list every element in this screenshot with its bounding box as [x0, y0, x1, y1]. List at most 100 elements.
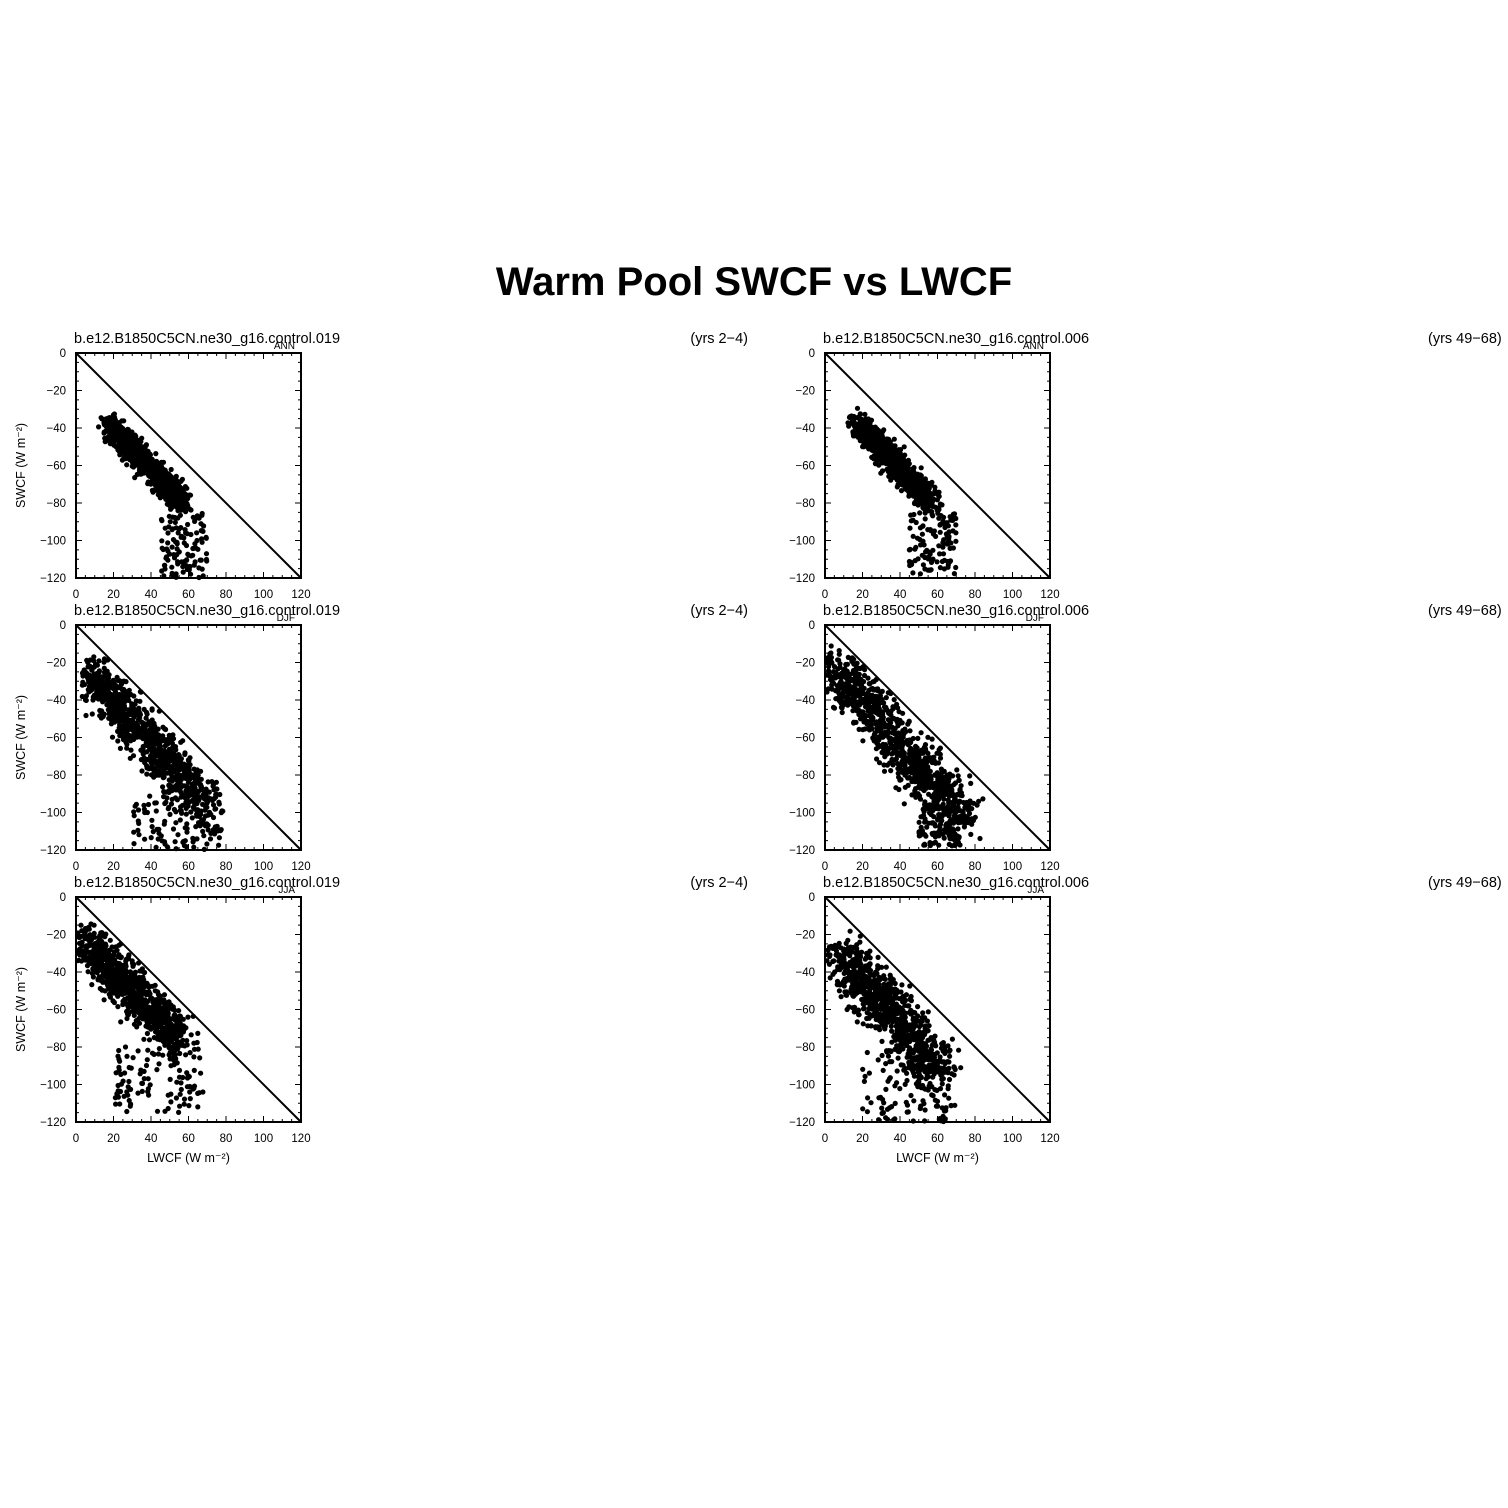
- data-point: [170, 744, 176, 750]
- data-point: [95, 671, 101, 677]
- data-point: [891, 748, 897, 754]
- data-point: [842, 684, 848, 691]
- data-point: [876, 437, 883, 443]
- data-point: [929, 511, 935, 517]
- data-point: [923, 833, 929, 839]
- data-point: [118, 717, 124, 724]
- data-point: [862, 715, 868, 721]
- data-point: [977, 835, 983, 842]
- data-point: [101, 420, 107, 426]
- data-point: [965, 806, 971, 812]
- y-tick-label: −40: [46, 967, 66, 979]
- data-point: [200, 573, 206, 579]
- data-point: [135, 450, 141, 456]
- data-point: [146, 737, 152, 743]
- data-point: [109, 734, 116, 740]
- data-point: [161, 839, 168, 845]
- data-point: [857, 665, 863, 672]
- data-point: [167, 474, 173, 480]
- data-point: [160, 733, 166, 739]
- data-point: [194, 813, 200, 819]
- data-point: [117, 745, 123, 752]
- data-point: [148, 835, 154, 841]
- data-point: [196, 565, 202, 571]
- data-point: [126, 438, 132, 444]
- data-point: [868, 704, 874, 711]
- data-point: [884, 745, 890, 751]
- data-point: [905, 721, 911, 727]
- data-point: [112, 697, 118, 703]
- x-tick-label: 80: [220, 861, 233, 873]
- x-tick-label: 40: [145, 1133, 158, 1145]
- data-point: [201, 833, 207, 839]
- data-point: [907, 759, 913, 766]
- data-point: [91, 683, 97, 689]
- data-point: [168, 492, 174, 498]
- data-point: [900, 710, 906, 716]
- data-point: [125, 736, 131, 742]
- data-point: [916, 500, 922, 506]
- data-point: [828, 643, 834, 649]
- y-tick-label: −100: [789, 536, 815, 548]
- y-tick-label: −80: [46, 498, 66, 510]
- data-point: [911, 465, 917, 471]
- data-point: [857, 411, 863, 417]
- data-point: [938, 782, 944, 789]
- data-point: [164, 490, 170, 496]
- scatter-panel: 0 20 40 60 80 100 120 0 −20 −40 −60 −80 −100 −120 b.e1…: [789, 331, 1502, 601]
- data-point: [902, 762, 908, 768]
- case-label: b.e12.B1850C5CN.ne30_g16.control.019: [74, 331, 340, 347]
- data-point: [177, 817, 183, 823]
- data-point: [830, 704, 837, 711]
- data-point: [953, 806, 959, 812]
- data-point: [161, 750, 167, 757]
- data-point: [936, 543, 942, 549]
- data-point: [943, 825, 950, 831]
- x-tick-label: 120: [1040, 861, 1059, 873]
- y-tick-label: −20: [795, 658, 815, 670]
- data-point: [899, 744, 905, 751]
- data-point: [192, 516, 198, 522]
- data-point: [140, 464, 146, 470]
- data-point: [826, 655, 833, 661]
- data-point: [860, 444, 866, 450]
- data-point: [101, 674, 107, 680]
- data-point: [908, 745, 914, 752]
- data-point: [185, 502, 191, 508]
- data-point: [967, 773, 973, 779]
- data-point: [131, 736, 137, 743]
- data-point: [892, 743, 898, 749]
- x-tick-label: 120: [291, 589, 310, 601]
- data-point: [929, 744, 935, 750]
- season-label: DJF: [1026, 613, 1044, 624]
- data-point: [940, 801, 946, 807]
- data-point: [171, 806, 177, 813]
- data-point: [909, 792, 915, 798]
- data-point: [945, 558, 951, 565]
- data-point: [141, 806, 147, 812]
- data-point: [144, 771, 150, 777]
- data-point: [954, 767, 960, 773]
- data-point: [149, 707, 155, 713]
- data-point: [905, 782, 911, 789]
- data-point: [161, 573, 167, 579]
- x-tick-label: 60: [182, 589, 195, 601]
- data-point: [824, 689, 830, 695]
- data-point: [874, 728, 881, 734]
- y-tick-label: −80: [46, 770, 66, 782]
- data-point: [902, 772, 908, 778]
- data-point: [156, 747, 162, 753]
- data-point: [183, 530, 189, 536]
- data-point: [151, 745, 157, 752]
- data-point: [870, 679, 876, 685]
- data-point: [185, 521, 191, 528]
- data-point: [86, 672, 92, 678]
- data-point: [96, 424, 102, 430]
- data-point: [120, 737, 127, 743]
- data-point: [198, 783, 204, 789]
- data-point: [917, 510, 923, 516]
- data-point: [834, 695, 841, 701]
- data-point: [143, 456, 150, 462]
- data-point: [169, 796, 175, 802]
- y-axis-title: SWCF (W m⁻²): [14, 695, 28, 780]
